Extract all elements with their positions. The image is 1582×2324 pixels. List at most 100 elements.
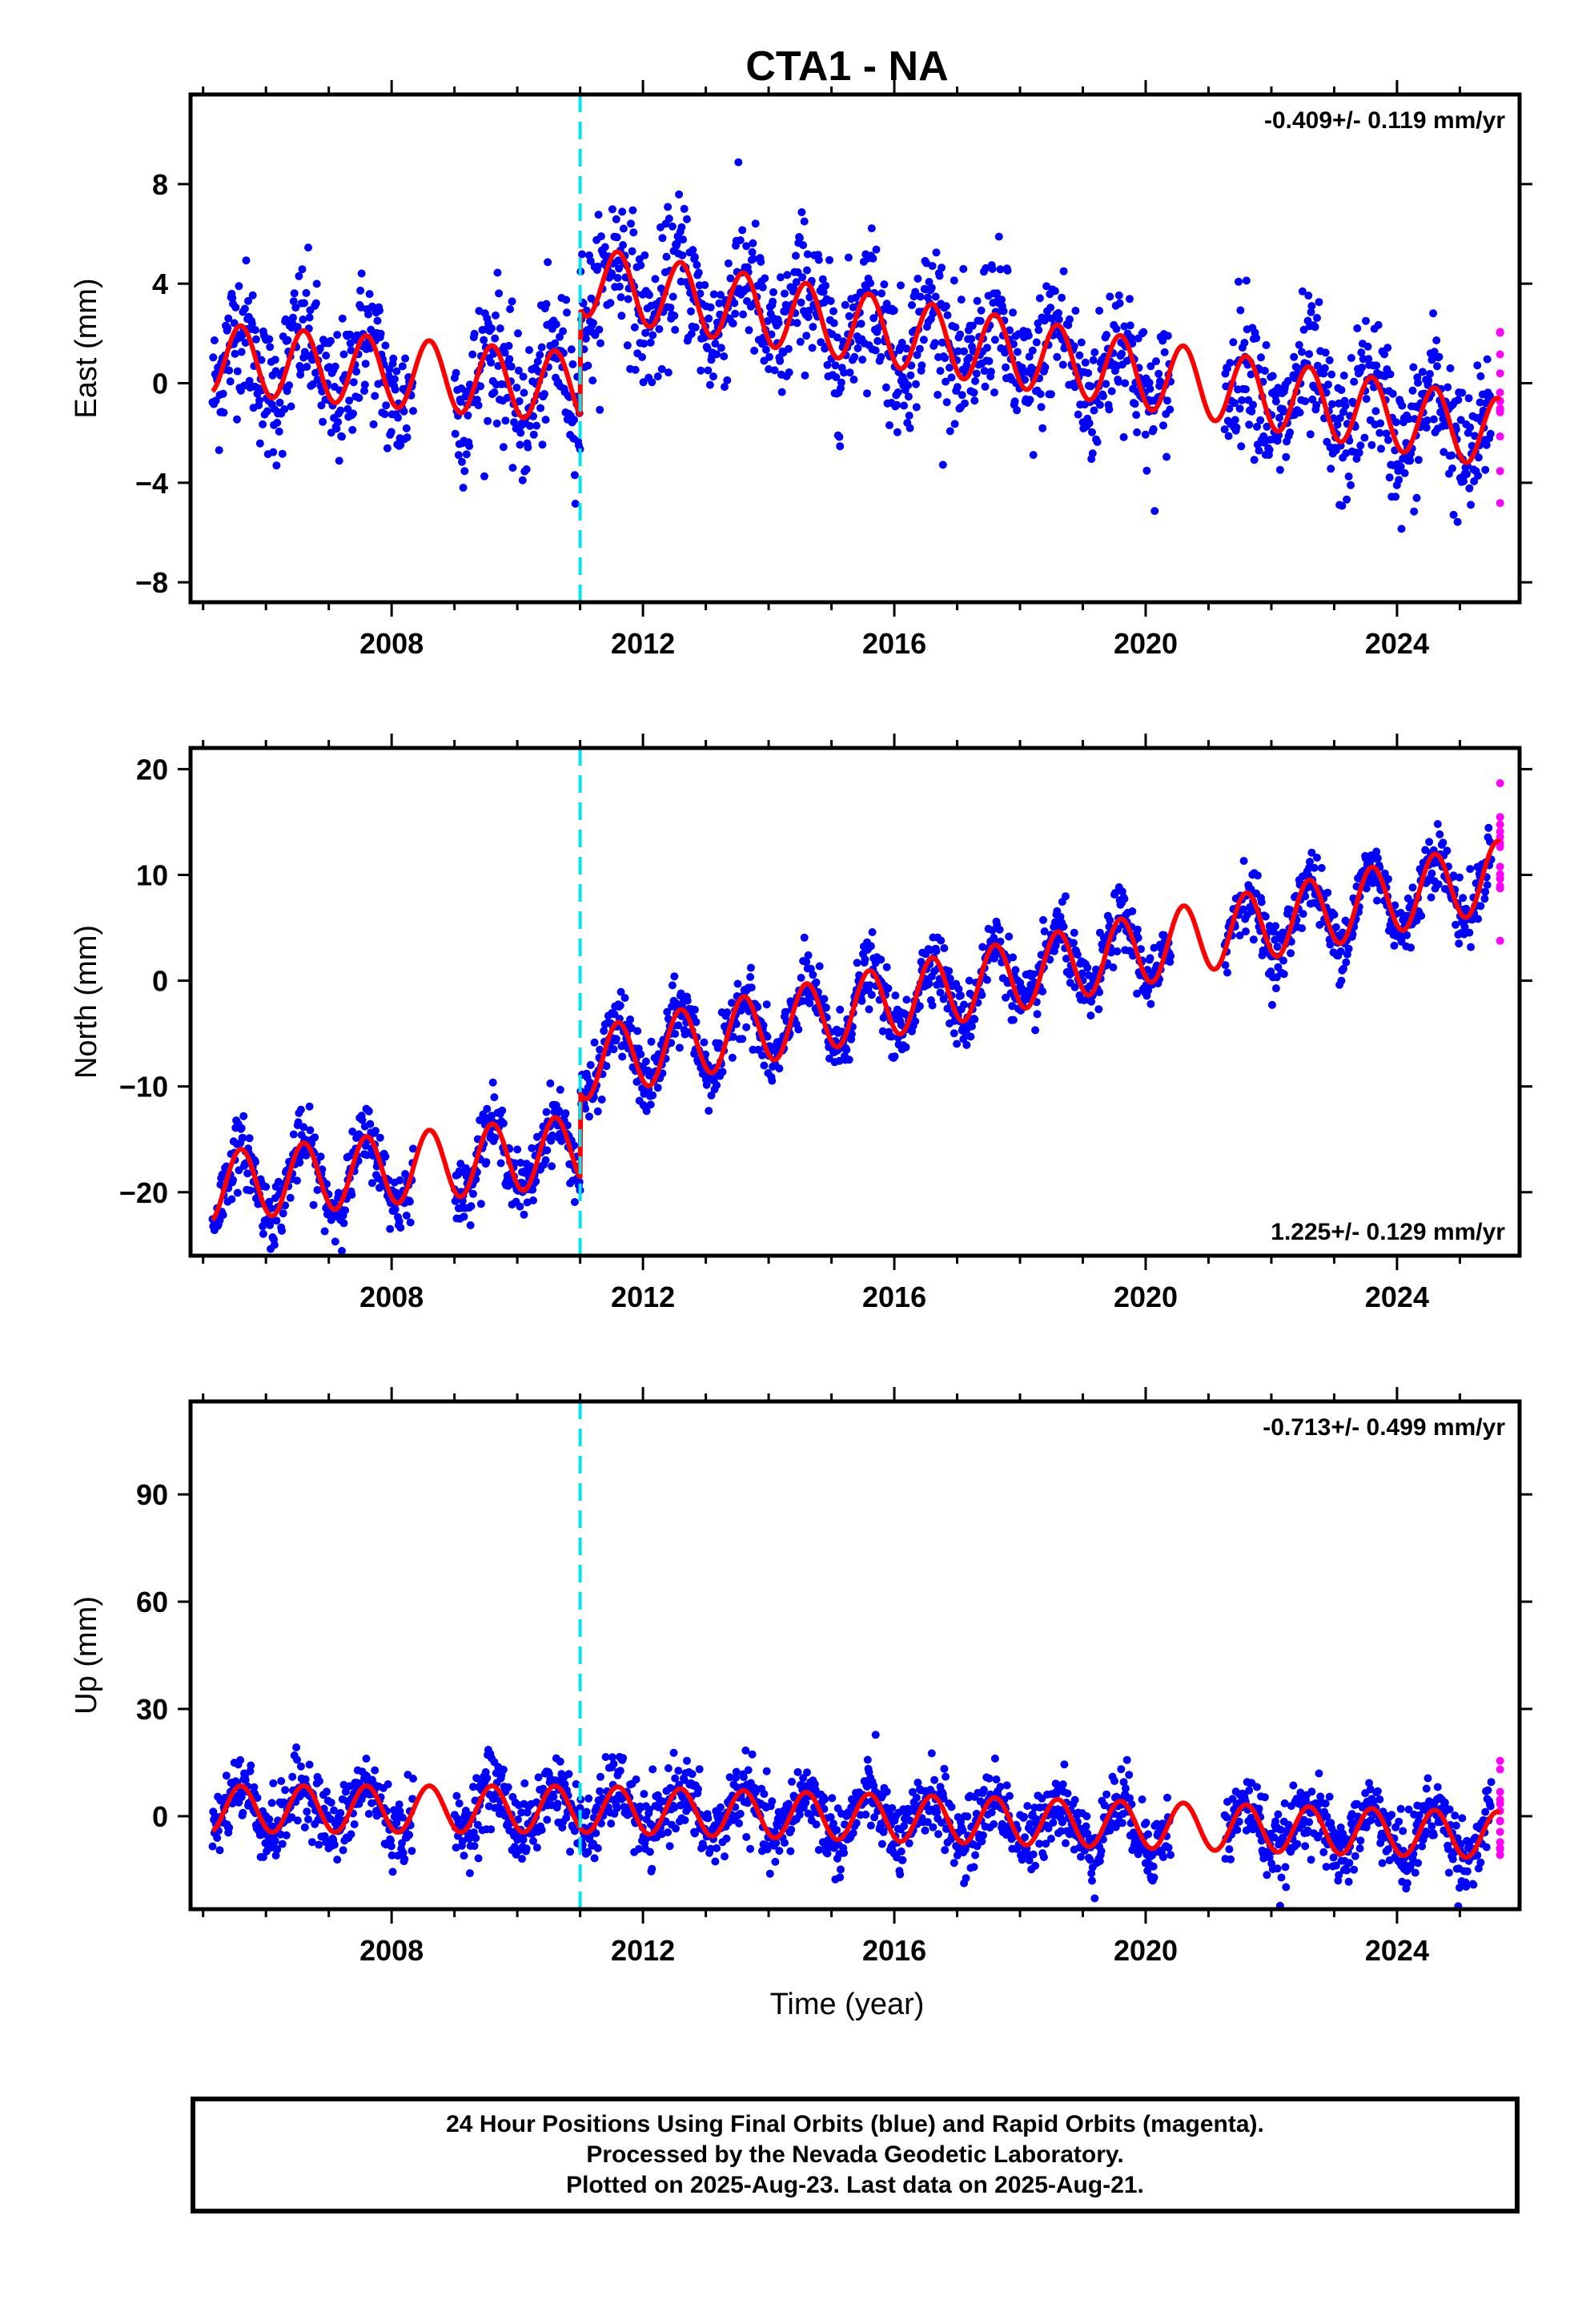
final-orbit-point	[408, 1795, 417, 1803]
final-orbit-point	[968, 321, 977, 330]
final-orbit-point	[1059, 923, 1068, 931]
final-orbit-point	[1031, 1861, 1040, 1870]
final-orbit-point	[608, 1753, 616, 1762]
final-orbit-point	[689, 246, 697, 255]
final-orbit-point	[1162, 452, 1171, 461]
final-orbit-point	[814, 1846, 823, 1854]
final-orbit-point	[612, 215, 620, 223]
final-orbit-point	[1090, 348, 1099, 356]
final-orbit-point	[1298, 348, 1307, 356]
final-orbit-point	[665, 215, 673, 223]
final-orbit-point	[797, 208, 806, 216]
final-orbit-point	[1395, 476, 1403, 485]
final-orbit-point	[620, 994, 629, 1003]
final-orbit-point	[929, 1823, 938, 1831]
final-orbit-point	[300, 1823, 309, 1831]
final-orbit-point	[913, 351, 921, 360]
final-orbit-point	[360, 387, 368, 396]
final-orbit-point	[1476, 902, 1485, 911]
final-orbit-point	[1409, 363, 1418, 372]
final-orbit-point	[499, 443, 508, 452]
final-orbit-point	[945, 967, 954, 975]
final-orbit-point	[943, 311, 952, 320]
final-orbit-point	[1308, 395, 1317, 404]
final-orbit-point	[882, 1787, 891, 1796]
final-orbit-point	[387, 1842, 396, 1851]
final-orbit-point	[253, 1794, 262, 1802]
final-orbit-point	[473, 1820, 482, 1829]
final-orbit-point	[1031, 1026, 1040, 1035]
final-orbit-point	[1105, 405, 1114, 414]
final-orbit-point	[452, 1791, 461, 1800]
final-orbit-point	[265, 1197, 274, 1206]
final-orbit-point	[364, 310, 372, 319]
final-orbit-point	[1128, 907, 1137, 915]
final-orbit-point	[728, 1053, 737, 1062]
final-orbit-point	[1032, 338, 1041, 347]
final-orbit-point	[462, 450, 471, 459]
final-orbit-point	[730, 299, 739, 308]
final-orbit-point	[516, 1202, 524, 1211]
final-orbit-point	[829, 319, 838, 328]
final-orbit-point	[671, 1030, 680, 1038]
final-orbit-point	[619, 241, 628, 249]
final-orbit-point	[1432, 336, 1441, 344]
final-orbit-point	[272, 461, 281, 470]
final-orbit-point	[451, 429, 460, 438]
final-orbit-point	[283, 336, 292, 344]
final-orbit-point	[711, 1857, 720, 1866]
final-orbit-point	[596, 405, 604, 414]
final-orbit-point	[942, 377, 950, 386]
east-y-tick-label: 4	[152, 267, 168, 300]
final-orbit-point	[267, 1204, 275, 1212]
rapid-orbit-point	[1496, 779, 1504, 787]
final-orbit-point	[1041, 363, 1050, 372]
final-orbit-point	[1034, 326, 1043, 335]
rapid-orbit-point	[1496, 820, 1504, 829]
final-orbit-point	[516, 440, 524, 449]
final-orbit-point	[312, 279, 321, 288]
final-orbit-point	[224, 314, 233, 323]
final-orbit-point	[942, 398, 951, 407]
final-orbit-point	[589, 319, 597, 328]
final-orbit-point	[1372, 361, 1381, 370]
final-orbit-point	[988, 264, 997, 273]
final-orbit-point	[1430, 348, 1439, 356]
final-orbit-point	[474, 1854, 483, 1863]
final-orbit-point	[742, 242, 751, 251]
final-orbit-point	[508, 464, 517, 472]
final-orbit-point	[1259, 432, 1268, 440]
final-orbit-point	[1262, 341, 1271, 349]
final-orbit-point	[1347, 354, 1355, 362]
east-x-tick-label: 2024	[1365, 627, 1429, 660]
final-orbit-point	[1063, 1789, 1072, 1798]
final-orbit-point	[960, 347, 969, 356]
final-orbit-point	[986, 368, 995, 376]
final-orbit-point	[912, 1793, 921, 1802]
final-orbit-point	[1133, 428, 1142, 436]
final-orbit-point	[334, 418, 343, 426]
final-orbit-point	[978, 943, 987, 951]
final-orbit-point	[472, 1834, 480, 1843]
final-orbit-point	[1298, 924, 1307, 933]
final-orbit-point	[257, 356, 266, 364]
final-orbit-point	[1471, 432, 1479, 440]
final-orbit-point	[1439, 448, 1448, 456]
final-orbit-point	[826, 1813, 835, 1821]
final-orbit-point	[858, 356, 867, 364]
final-orbit-point	[1006, 1791, 1014, 1800]
final-orbit-point	[849, 376, 858, 384]
final-orbit-point	[963, 1812, 972, 1821]
final-orbit-point	[235, 282, 243, 291]
final-orbit-point	[1408, 386, 1417, 395]
final-orbit-point	[946, 427, 954, 436]
final-orbit-point	[406, 1218, 415, 1227]
final-orbit-point	[506, 305, 515, 313]
final-orbit-point	[246, 1186, 255, 1195]
final-orbit-point	[496, 1159, 505, 1168]
final-orbit-point	[1028, 346, 1037, 355]
rapid-orbit-point	[1496, 875, 1504, 883]
final-orbit-point	[677, 223, 686, 231]
final-orbit-point	[382, 401, 391, 410]
